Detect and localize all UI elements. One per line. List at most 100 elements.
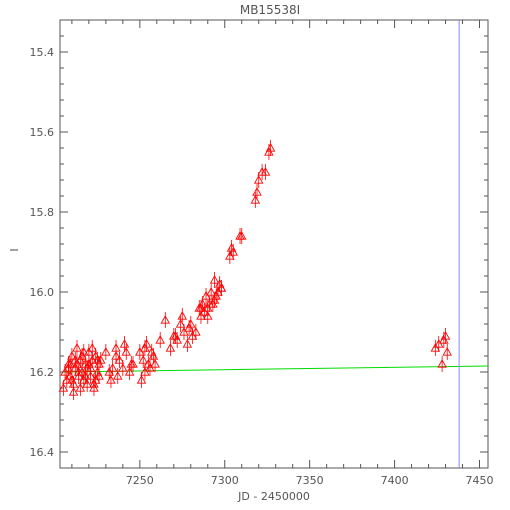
data-point [89,380,99,396]
triangle-marker [72,359,82,368]
data-point [72,340,82,356]
data-point [437,356,447,372]
triangle-marker [72,343,82,352]
triangle-marker [85,363,96,372]
triangle-marker [182,339,193,348]
triangle-marker [67,375,77,384]
data-point [187,328,198,344]
data-point [216,280,227,296]
triangle-marker [146,347,157,356]
data-point [107,360,118,376]
triangle-marker [260,167,271,176]
data-point [80,368,91,384]
data-point [250,192,261,208]
triangle-marker [209,295,220,304]
triangle-marker [80,371,91,380]
triangle-marker [119,339,130,348]
data-point [191,324,201,340]
x-tick-label: 7400 [381,474,409,487]
data-points-layer [58,140,453,400]
data-point [184,320,194,336]
data-point [265,140,276,156]
data-point [68,384,79,400]
triangle-marker [140,343,150,352]
triangle-marker [82,379,92,388]
triangle-marker [111,351,121,360]
data-point [121,344,132,360]
triangle-marker [75,383,86,392]
triangle-marker [143,359,154,368]
data-point [79,344,89,360]
data-point [65,356,75,372]
data-point [140,340,150,356]
data-point [206,284,216,300]
triangle-marker [160,315,171,324]
data-point [235,228,245,244]
data-point [101,344,111,360]
triangle-marker [165,343,176,352]
data-point [155,332,165,348]
x-axis: 7250 7300 7350 7400 7450 [71,20,494,487]
y-tick-label: 15.4 [30,46,55,59]
triangle-marker [136,375,147,384]
triangle-marker [177,311,188,320]
triangle-marker [265,143,276,152]
data-point [119,336,130,352]
data-point [225,248,235,264]
y-tick-label: 15.6 [30,126,55,139]
data-point [182,336,193,352]
triangle-marker [65,359,75,368]
data-point [209,292,220,308]
x-tick-label: 7250 [126,474,154,487]
triangle-marker [236,231,247,240]
data-point [442,344,453,360]
triangle-marker [95,355,106,364]
data-point [126,356,137,372]
triangle-marker [150,359,160,368]
data-point [94,368,104,384]
data-point [236,228,247,244]
y-tick-label: 15.8 [30,206,55,219]
triangle-marker [209,275,220,284]
data-point [150,356,160,372]
data-point [170,328,181,344]
triangle-marker [107,363,118,372]
model-line [63,365,489,373]
triangle-marker [68,387,79,396]
data-point [252,184,262,200]
y-tick-label: 16.2 [30,366,55,379]
triangle-marker [253,175,264,184]
data-point [177,308,188,324]
triangle-marker [196,303,206,312]
x-tick-label: 7450 [466,474,494,487]
data-point [196,300,206,316]
y-axis-label: I [8,248,21,251]
data-point [75,380,86,396]
data-point [141,336,152,352]
triangle-marker [79,347,89,356]
triangle-marker [94,371,104,380]
data-point [143,356,154,372]
triangle-marker [252,187,262,196]
data-point [138,352,148,368]
triangle-marker [202,311,213,320]
data-point [430,340,441,356]
triangle-marker [101,347,111,356]
data-point [112,368,123,384]
triangle-marker [112,371,123,380]
triangle-marker [442,347,453,356]
triangle-marker [437,359,447,368]
triangle-marker [202,303,213,312]
x-tick-label: 7300 [211,474,239,487]
data-point [82,376,92,392]
data-point [72,356,82,372]
data-point [165,340,176,356]
triangle-marker [440,331,451,340]
x-axis-label: JD - 2450000 [237,490,310,503]
triangle-marker [140,367,150,376]
data-point [67,372,77,388]
triangle-marker [191,327,201,336]
triangle-marker [155,335,165,344]
triangle-marker [206,287,216,296]
